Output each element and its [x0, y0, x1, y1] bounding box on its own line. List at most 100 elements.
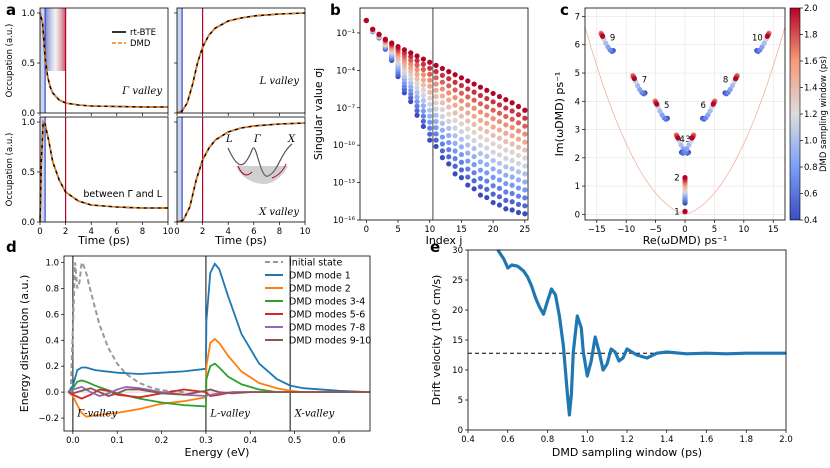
panel-d-x-tick-label: 0.6 [332, 436, 346, 446]
singular-value-point [427, 71, 433, 77]
singular-value-point [420, 77, 426, 83]
singular-value-point [477, 101, 484, 107]
singular-value-point [490, 132, 496, 138]
singular-value-point [477, 92, 484, 99]
eigenvalue-trajectory-point [729, 82, 736, 89]
singular-value-point [408, 87, 414, 93]
panel-b-x-tick-label: 15 [456, 225, 467, 235]
singular-value-point [484, 112, 490, 118]
singular-value-point [439, 134, 446, 140]
panel-b-x-tick-label: 0 [364, 225, 369, 235]
eigenvalue-trajectory-point [637, 86, 643, 92]
singular-value-point [496, 93, 503, 100]
panel-c-ylabel: Im(ωDMD) ps⁻¹ [553, 72, 566, 157]
singular-value-point [490, 199, 496, 206]
singular-value-point [471, 89, 477, 95]
singular-value-point [420, 92, 426, 98]
singular-value-point [452, 102, 458, 108]
singular-value-point [522, 131, 528, 137]
singular-value-point [414, 80, 420, 86]
singular-value-point [433, 62, 439, 68]
panel-c-y-tick-label: 1 [575, 182, 580, 192]
singular-value-point [465, 134, 471, 140]
singular-value-point [452, 171, 458, 177]
singular-value-point [458, 121, 465, 127]
singular-value-point [458, 90, 465, 96]
window-gradient [45, 8, 66, 71]
panel-b-label: b [330, 1, 341, 19]
singular-value-point [484, 120, 490, 126]
panel-a-y-tick-label: 0.0 [21, 109, 35, 119]
singular-value-point [408, 98, 414, 105]
singular-value-point [446, 125, 452, 131]
singular-value-point [452, 140, 458, 146]
singular-value-point [446, 90, 452, 96]
singular-value-point [446, 76, 452, 82]
panel-d-y-tick-label: 0.2 [45, 362, 59, 372]
window-band [40, 8, 46, 113]
eigenvalue-trajectory-point [631, 76, 638, 82]
singular-value-point [420, 56, 426, 62]
singular-value-point [484, 194, 490, 201]
singular-value-point [515, 185, 522, 191]
singular-value-point [471, 97, 477, 103]
singular-value-point [509, 108, 515, 114]
singular-value-point [515, 209, 522, 216]
singular-value-point [408, 80, 414, 86]
subplot-frame [176, 116, 306, 223]
window-band [177, 117, 183, 222]
singular-value-point [509, 133, 515, 139]
singular-value-point [509, 199, 515, 205]
singular-value-point [484, 87, 490, 93]
singular-value-point [414, 98, 420, 105]
panel-c-x-tick-label: −15 [588, 225, 606, 235]
singular-value-point [471, 137, 477, 144]
singular-value-point [433, 131, 439, 137]
colorbar-tick-label: 1.6 [804, 57, 818, 67]
colorbar [789, 7, 801, 221]
panel-a-xlabel: Time (ps) [77, 234, 130, 247]
singular-value-point [496, 202, 503, 208]
singular-value-point [414, 89, 420, 96]
inset-label-l: L [225, 134, 233, 145]
singular-value-point [503, 189, 509, 195]
valley-label: X valley [258, 207, 299, 218]
singular-value-point [452, 133, 458, 139]
singular-value-point [427, 107, 433, 113]
singular-value-point [446, 139, 452, 146]
subplot-frame [39, 7, 169, 114]
singular-value-point [446, 97, 452, 103]
panel-b-frame [359, 7, 529, 221]
panel-d-x-tick-label: 0.4 [243, 436, 257, 446]
singular-value-point [452, 94, 458, 101]
legend-entry: DMD mode 2 [289, 284, 351, 295]
singular-value-point [446, 83, 452, 89]
rt-bte-line [39, 120, 168, 223]
dmd-line [176, 12, 306, 114]
singular-value-point [496, 169, 503, 175]
singular-value-point [496, 194, 503, 200]
singular-value-point [408, 54, 414, 60]
eigenvalue-trajectory-point [682, 208, 688, 215]
rt-bte-line [176, 12, 306, 114]
singular-value-point [433, 93, 439, 100]
panel-a-x-tick-label: 10 [300, 227, 311, 237]
singular-value-point [439, 107, 446, 113]
legend-entry: DMD modes 5-6 [289, 310, 365, 321]
singular-value-point [439, 148, 446, 154]
panel-d-y-tick-label: 1.0 [45, 258, 59, 268]
panel-a-ylabel: Occupation (a.u.) [5, 133, 15, 207]
panel-c-y-tick-label: 4 [575, 97, 580, 107]
singular-value-point [465, 174, 471, 180]
panel-d-y-tick-label: 0.8 [45, 284, 59, 294]
panel-c-y-tick-label: 6 [575, 41, 580, 51]
panel-a-y-tick-label: 1.0 [21, 9, 35, 19]
singular-value-point [408, 65, 414, 71]
singular-value-point [414, 108, 420, 114]
panel-d-x-tick-label: 0.2 [155, 436, 169, 446]
singular-value-point [471, 162, 477, 168]
singular-value-point [452, 117, 458, 124]
singular-value-point [522, 171, 528, 177]
singular-value-point [484, 186, 490, 192]
